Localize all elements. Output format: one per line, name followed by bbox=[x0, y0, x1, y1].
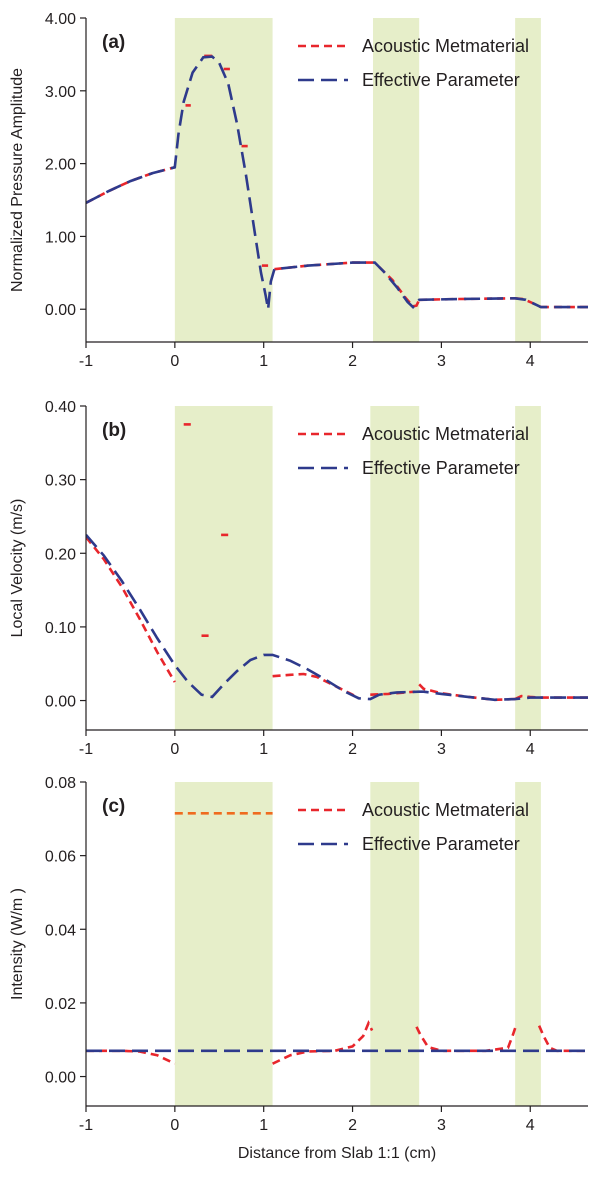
shaded-region-2 bbox=[515, 18, 541, 342]
series-1-segment-0 bbox=[86, 534, 588, 702]
shaded-region-1 bbox=[372, 18, 420, 342]
panel-label: (a) bbox=[102, 32, 125, 53]
x-tick-label: 3 bbox=[437, 741, 446, 758]
y-tick-label: 0.00 bbox=[45, 694, 76, 711]
x-tick-label: 4 bbox=[526, 1117, 535, 1134]
y-axis-title: Local Velocity (m/s) bbox=[9, 499, 26, 638]
y-tick-label: 0.20 bbox=[45, 546, 76, 563]
series-0-segment-0 bbox=[86, 166, 176, 205]
legend-label: Acoustic Metmaterial bbox=[362, 424, 529, 444]
y-tick-label: 0.00 bbox=[45, 302, 76, 319]
panel-a: -1 0 1 2 3 4 0.00 1.00 2.00 3.00 4.00 Normalized Pr… bbox=[9, 11, 588, 370]
series-0-segment-0 bbox=[86, 536, 176, 683]
x-tick-label: 1 bbox=[259, 741, 268, 758]
series-1-segment-0 bbox=[86, 55, 588, 310]
shaded-region-2 bbox=[515, 782, 541, 1106]
x-tick-label: 2 bbox=[348, 353, 357, 370]
x-tick-label: 4 bbox=[526, 741, 535, 758]
y-axis-title: Intensity (W/m ) bbox=[9, 888, 26, 1000]
y-tick-label: 0.30 bbox=[45, 473, 76, 490]
shaded-region-1 bbox=[370, 782, 420, 1106]
shaded-region-1 bbox=[370, 406, 420, 730]
series-0-segment-6 bbox=[418, 683, 516, 702]
legend-label: Acoustic Metmaterial bbox=[362, 800, 529, 820]
x-tick-label: 0 bbox=[170, 1117, 179, 1134]
x-tick-label: 1 bbox=[259, 1117, 268, 1134]
y-tick-label: 3.00 bbox=[45, 84, 76, 101]
y-tick-label: 0.00 bbox=[45, 1070, 76, 1087]
y-tick-label: 0.06 bbox=[45, 849, 76, 866]
x-tick-label: 1 bbox=[259, 353, 268, 370]
series-0-segment-4 bbox=[272, 672, 360, 700]
panel-b: -1 0 1 2 3 4 0.00 0.10 0.20 0.30 0.40 Local Velocit… bbox=[9, 399, 588, 758]
shaded-region-2 bbox=[515, 406, 541, 730]
x-tick-label: 2 bbox=[348, 1117, 357, 1134]
x-tick-label: 4 bbox=[526, 353, 535, 370]
panel-label: (c) bbox=[102, 796, 125, 817]
x-tick-label: 3 bbox=[437, 1117, 446, 1134]
y-tick-label: 0.04 bbox=[45, 922, 76, 939]
x-tick-label: -1 bbox=[79, 353, 93, 370]
series-0-segment-0 bbox=[86, 1049, 176, 1065]
x-tick-label: 2 bbox=[348, 741, 357, 758]
y-tick-label: 0.10 bbox=[45, 620, 76, 637]
y-tick-label: 0.40 bbox=[45, 399, 76, 416]
series-0-segment-2 bbox=[415, 1025, 518, 1053]
shaded-region-0 bbox=[174, 782, 273, 1106]
legend-label: Effective Parameter bbox=[362, 458, 520, 478]
x-tick-label: 0 bbox=[170, 741, 179, 758]
y-tick-label: 0.08 bbox=[45, 775, 76, 792]
shaded-region-0 bbox=[174, 18, 273, 342]
x-tick-label: 3 bbox=[437, 353, 446, 370]
legend-label: Effective Parameter bbox=[362, 834, 520, 854]
shaded-region-0 bbox=[174, 406, 273, 730]
legend-label: Effective Parameter bbox=[362, 70, 520, 90]
series-0-segment-1 bbox=[272, 1020, 374, 1065]
y-tick-label: 0.02 bbox=[45, 996, 76, 1013]
x-tick-label: -1 bbox=[79, 741, 93, 758]
panel-c: -1 0 1 2 3 4 0.00 0.02 0.04 0.06 0.08 Intensity (W/… bbox=[9, 775, 588, 1162]
panel-label: (b) bbox=[102, 420, 126, 441]
legend-label: Acoustic Metmaterial bbox=[362, 36, 529, 56]
y-tick-label: 2.00 bbox=[45, 157, 76, 174]
x-tick-label: -1 bbox=[79, 1117, 93, 1134]
x-axis-title: Distance from Slab 1:1 (cm) bbox=[238, 1145, 436, 1162]
x-tick-label: 0 bbox=[170, 353, 179, 370]
y-tick-label: 4.00 bbox=[45, 11, 76, 28]
series-0-segment-3 bbox=[537, 1025, 588, 1053]
y-axis-title: Normalized Pressure Amplitude bbox=[9, 68, 26, 292]
y-tick-label: 1.00 bbox=[45, 229, 76, 246]
